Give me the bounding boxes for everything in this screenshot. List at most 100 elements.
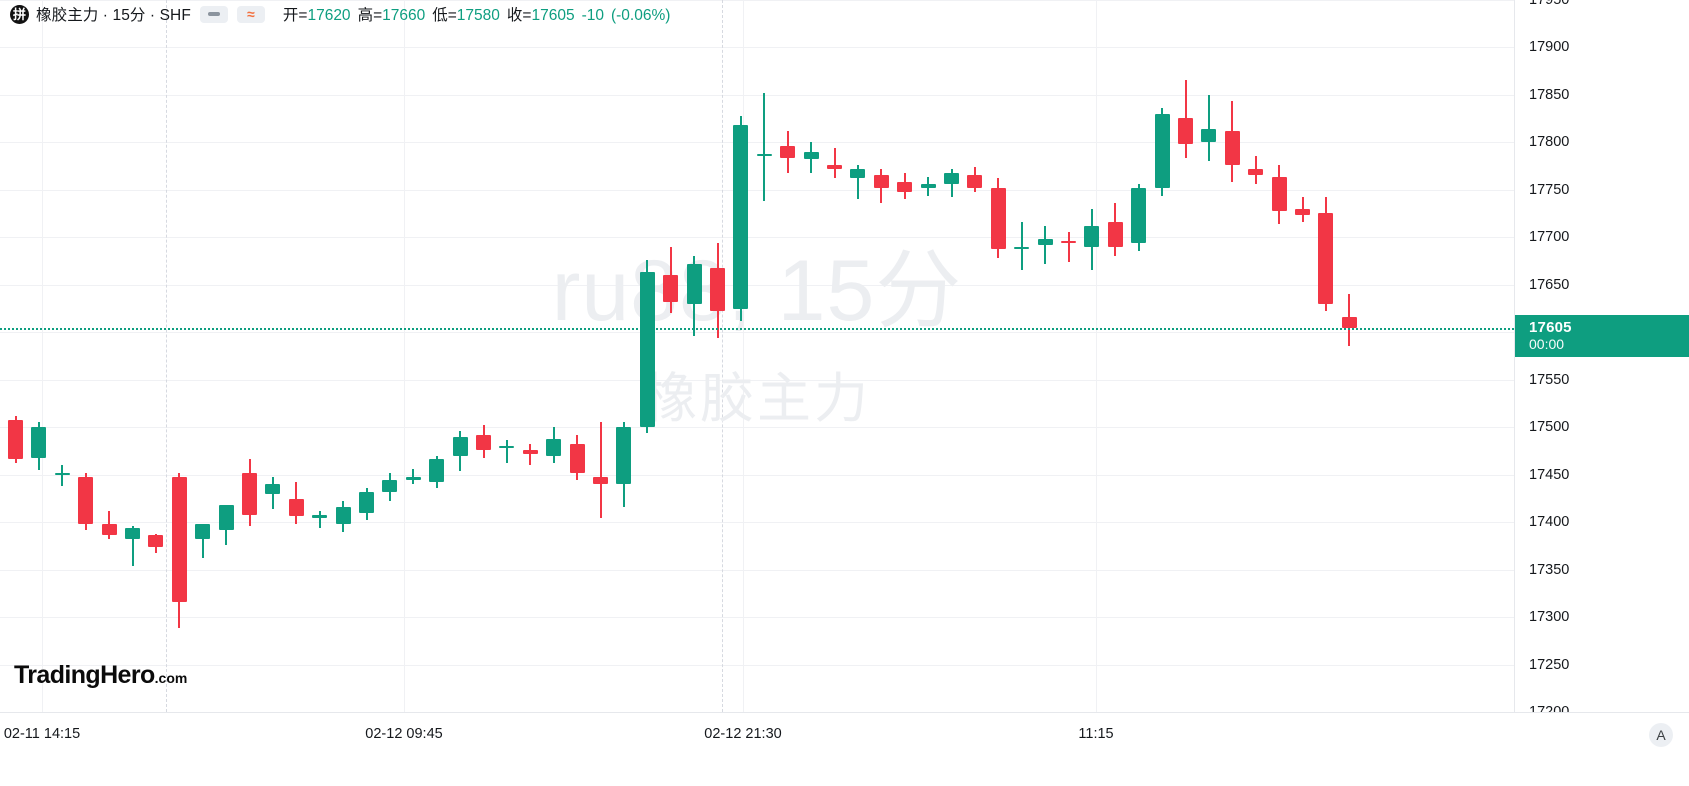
candle-body [780, 146, 796, 158]
candle-wick [505, 440, 508, 464]
open-label: 开= [282, 7, 308, 24]
candle-body [125, 527, 140, 540]
grid-line [0, 522, 1514, 524]
candle-wick [131, 525, 134, 566]
low-value: 17580 [456, 7, 500, 24]
grid-line-vertical [743, 0, 744, 712]
price-tick: 17500 [1529, 419, 1570, 436]
open-value: 17620 [307, 7, 351, 24]
grid-line-vertical [42, 0, 43, 712]
price-tick: 17850 [1529, 86, 1570, 103]
last-price-countdown: 00:00 [1529, 336, 1565, 353]
price-tick: 17400 [1529, 514, 1570, 531]
time-tick: 11:15 [1078, 726, 1114, 742]
candle-body [1295, 208, 1310, 215]
grid-line [0, 94, 1514, 96]
candle-body [663, 275, 679, 302]
time-axis[interactable]: 02-11 14:15 02-12 09:45 02-12 21:30 11:15 A [0, 712, 1689, 786]
candle-body [359, 491, 374, 513]
change-percent: (-0.06%) [610, 7, 671, 24]
candle-body [1037, 239, 1053, 245]
grid-line [0, 617, 1514, 619]
indicator-badge[interactable]: ≈ [236, 5, 265, 23]
chart-header: 拼 橡胶主力 · 15分 · SHF ≈ 开=17620 高=17660 低=175… [0, 0, 1689, 28]
grid-line [0, 379, 1514, 381]
candle-wick [201, 524, 204, 559]
candle-body [733, 125, 749, 310]
candle-body [850, 168, 866, 179]
ohlc-readout: 开=17620 高=17660 低=17580 收=17605 -10 (-0.06%) [283, 3, 671, 25]
price-tick: 17300 [1529, 609, 1570, 626]
chart-style-badge[interactable] [199, 5, 228, 23]
grid-line [0, 284, 1514, 286]
candle-body [1084, 225, 1100, 247]
candle-body [1131, 187, 1147, 243]
candle-body [593, 476, 608, 485]
candle-body [54, 472, 70, 475]
price-tick: 17700 [1529, 229, 1570, 246]
last-price-value: 17605 [1529, 318, 1572, 336]
candle-body [686, 263, 702, 304]
candle-body [312, 514, 328, 519]
change-value: -10 [581, 7, 604, 24]
candle-body [803, 151, 819, 160]
candle-body [265, 484, 281, 494]
candle-body [101, 524, 117, 536]
high-value: 17660 [382, 7, 426, 24]
grid-line [0, 189, 1514, 191]
low-label: 低= [432, 7, 457, 24]
candle-body [1014, 246, 1030, 249]
auto-scale-button[interactable]: A [1649, 723, 1673, 747]
grid-line [0, 664, 1514, 666]
price-tick: 17900 [1529, 39, 1570, 56]
candle-wick [763, 93, 766, 202]
last-price-badge: 17605 00:00 [1515, 314, 1689, 357]
candle-body [335, 506, 351, 525]
candle-body [616, 427, 632, 485]
candle-body [546, 438, 562, 456]
grid-line-vertical [404, 0, 405, 712]
candle-wick [225, 518, 228, 545]
candle-body [1178, 117, 1193, 145]
price-tick: 17750 [1529, 181, 1570, 198]
candle-wick [318, 510, 321, 528]
candle-wick [856, 165, 859, 200]
candle-body [1201, 129, 1217, 143]
time-tick: 02-11 14:15 [3, 726, 81, 742]
price-axis[interactable]: 17950 17900 17850 17800 17750 17700 17650 17550… [1514, 0, 1689, 786]
candle-body [382, 480, 398, 492]
candle-body [990, 187, 1006, 249]
candle-body [1061, 241, 1076, 244]
grid-line [0, 47, 1514, 49]
candle-wick [529, 444, 532, 466]
grid-line [0, 237, 1514, 239]
candle-body [639, 271, 655, 428]
candle-body [1248, 168, 1264, 175]
time-tick: 02-12 21:30 [704, 726, 782, 742]
candle-body [827, 165, 842, 169]
candle-wick [833, 148, 836, 179]
candle-body [1318, 212, 1334, 304]
tradinghero-logo: TradingHero.com [14, 663, 187, 688]
candle-body [920, 184, 936, 188]
symbol-title[interactable]: 橡胶主力 · 15分 · SHF [36, 7, 191, 24]
time-tick: 02-12 09:45 [365, 726, 443, 742]
candle-wick [61, 465, 64, 487]
grid-line-vertical [1096, 0, 1097, 712]
brand-suffix: .com [154, 670, 188, 686]
price-tick: 17450 [1529, 466, 1570, 483]
price-tick: 17350 [1529, 561, 1570, 578]
candle-body [522, 449, 538, 454]
chart-plot-area[interactable]: ru88, 15分 橡胶主力 [0, 0, 1514, 712]
candle-body [148, 535, 164, 547]
grid-line [0, 474, 1514, 476]
candle-body [452, 436, 468, 456]
symbol-logo-icon: 拼 [10, 4, 29, 24]
grid-line [0, 569, 1514, 571]
candle-body [569, 444, 585, 473]
candle-body [1107, 222, 1123, 247]
session-divider [722, 0, 723, 712]
candle-body [405, 476, 421, 481]
candle-wick [599, 421, 602, 519]
